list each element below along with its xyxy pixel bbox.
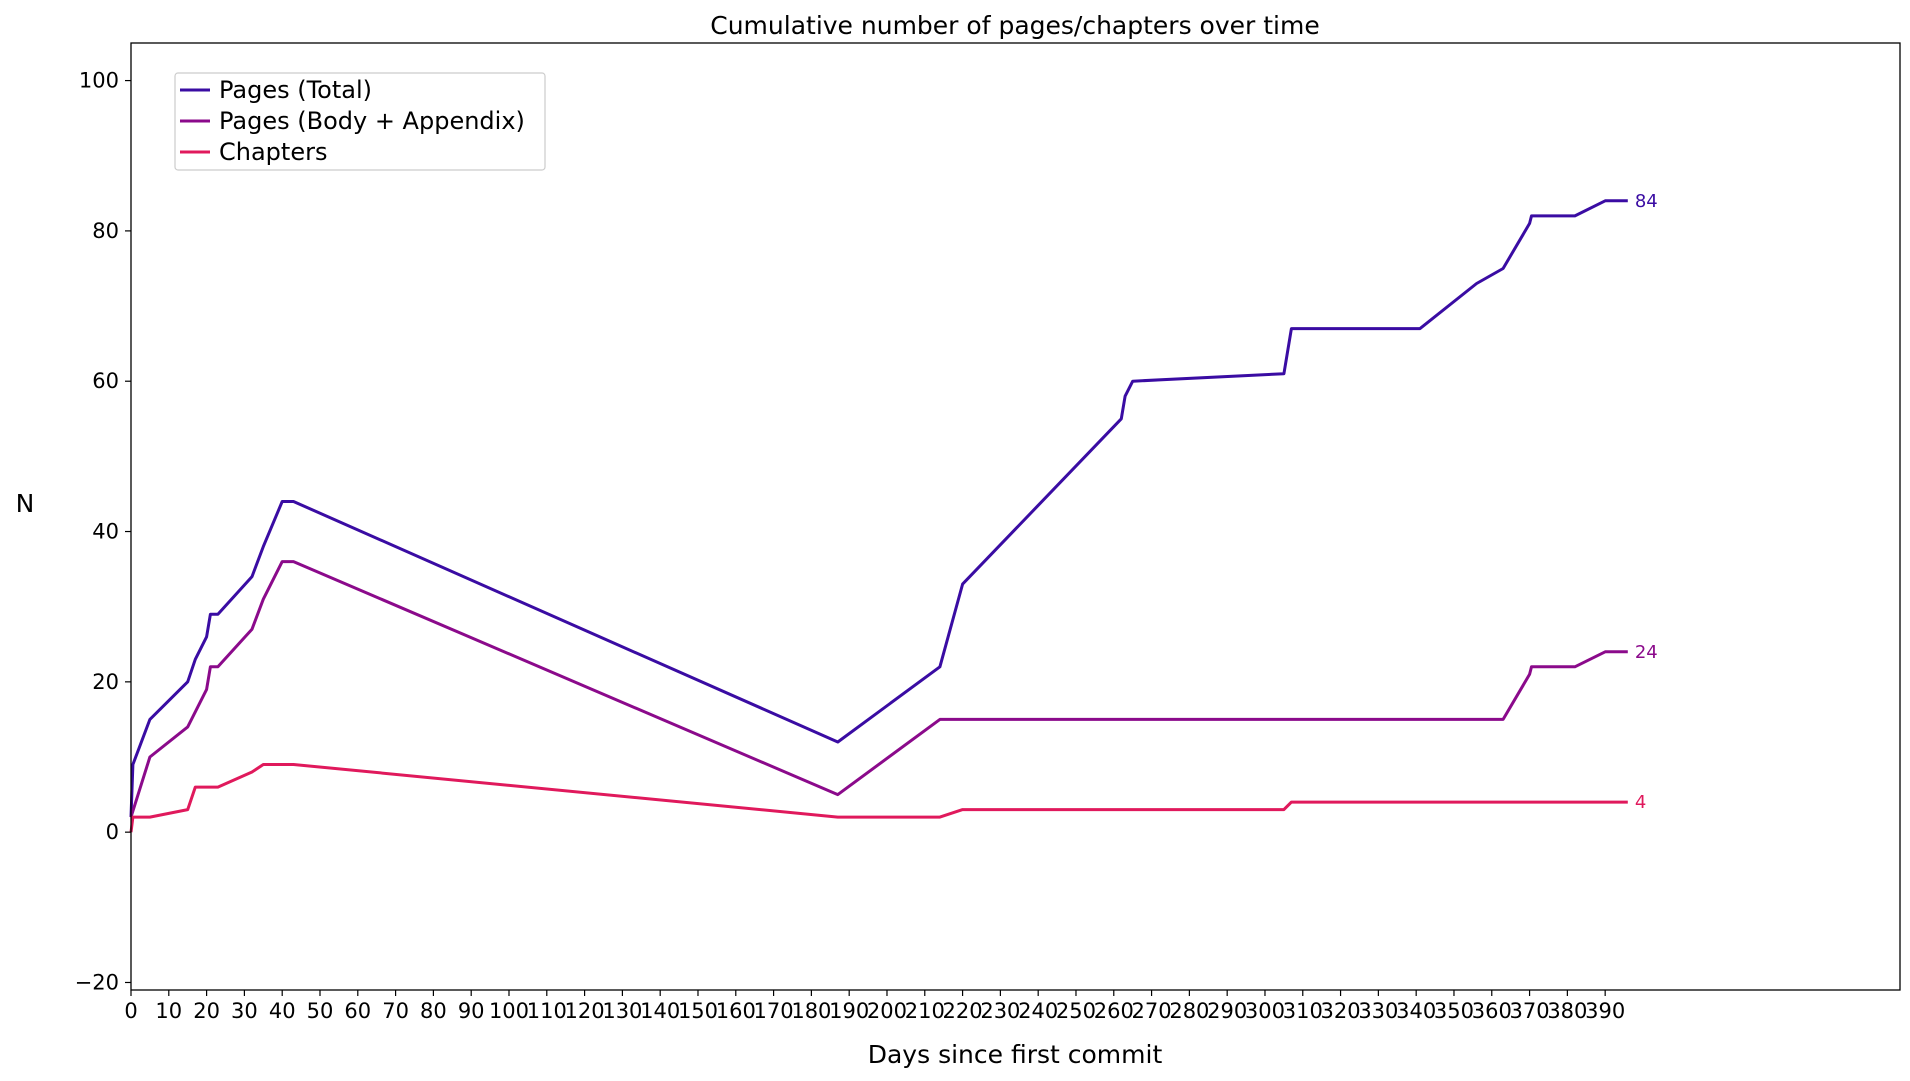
x-tick-label: 190 xyxy=(829,999,869,1023)
x-tick-label: 50 xyxy=(307,999,334,1023)
y-tick-label: 80 xyxy=(92,219,119,243)
x-tick-label: 100 xyxy=(489,999,529,1023)
x-tick-label: 390 xyxy=(1585,999,1625,1023)
series-lines xyxy=(129,199,1628,833)
y-axis-title: N xyxy=(16,489,35,518)
x-tick-label: 200 xyxy=(867,999,907,1023)
x-tick-label: 360 xyxy=(1472,999,1512,1023)
legend-items: Pages (Total) Pages (Body + Appendix) Chap… xyxy=(180,76,525,166)
x-tick-label: 230 xyxy=(980,999,1020,1023)
x-tick-label: 370 xyxy=(1510,999,1550,1023)
x-tick-label: 140 xyxy=(640,999,680,1023)
x-tick-label: 260 xyxy=(1094,999,1134,1023)
legend-label: Chapters xyxy=(219,138,327,166)
x-tick-label: 160 xyxy=(716,999,756,1023)
x-tick-label: 320 xyxy=(1321,999,1361,1023)
x-tick-label: 310 xyxy=(1283,999,1323,1023)
legend-label: Pages (Total) xyxy=(219,76,372,104)
x-tick-label: 340 xyxy=(1396,999,1436,1023)
x-tick-label: 250 xyxy=(1056,999,1096,1023)
y-tick-label: 60 xyxy=(92,369,119,393)
x-tick-label: 0 xyxy=(124,999,137,1023)
y-tick-label: 40 xyxy=(92,520,119,544)
x-tick-label: 90 xyxy=(458,999,485,1023)
y-tick-label: −20 xyxy=(75,970,119,994)
x-tick-label: 150 xyxy=(678,999,718,1023)
plot-frame xyxy=(130,42,1901,991)
x-tick-label: 10 xyxy=(155,999,182,1023)
y-tick-label: 0 xyxy=(106,820,119,844)
x-tick-label: 20 xyxy=(193,999,220,1023)
x-tick-label: 380 xyxy=(1547,999,1587,1023)
x-tick-label: 290 xyxy=(1207,999,1247,1023)
x-tick-label: 330 xyxy=(1358,999,1398,1023)
legend: Pages (Total) Pages (Body + Appendix) Chap… xyxy=(174,72,546,171)
x-tick-label: 350 xyxy=(1434,999,1474,1023)
x-tick-label: 220 xyxy=(943,999,983,1023)
legend-box xyxy=(174,72,546,171)
x-tick-label: 280 xyxy=(1169,999,1209,1023)
x-tick-label: 270 xyxy=(1132,999,1172,1023)
x-tick-label: 130 xyxy=(602,999,642,1023)
x-tick-label: 40 xyxy=(269,999,296,1023)
x-tick-label: 30 xyxy=(231,999,258,1023)
x-tick-label: 210 xyxy=(905,999,945,1023)
x-tick-label: 110 xyxy=(527,999,567,1023)
series-end-label: 84 xyxy=(1635,191,1658,212)
x-axis: 0 10 20 30 40 50 60 70 80 90 100110120130140150160… xyxy=(124,990,1625,1023)
series-line xyxy=(129,763,1628,833)
series-end-label: 4 xyxy=(1635,792,1646,813)
series-line xyxy=(129,199,1628,818)
series-line xyxy=(129,560,1628,818)
x-tick-label: 170 xyxy=(754,999,794,1023)
x-tick-label: 70 xyxy=(382,999,409,1023)
y-axis: −20 0 20 40 60 80 100 xyxy=(75,69,131,994)
x-tick-label: 120 xyxy=(565,999,605,1023)
series-end-label: 24 xyxy=(1635,642,1658,663)
x-axis-title: Days since first commit xyxy=(868,1040,1163,1069)
chart-title: Cumulative number of pages/chapters over… xyxy=(710,11,1319,40)
x-tick-label: 180 xyxy=(791,999,831,1023)
y-tick-label: 20 xyxy=(92,670,119,694)
x-tick-label: 240 xyxy=(1018,999,1058,1023)
y-tick-label: 100 xyxy=(79,69,119,93)
x-tick-label: 60 xyxy=(344,999,371,1023)
end-labels: 84 24 4 xyxy=(1635,191,1658,813)
legend-label: Pages (Body + Appendix) xyxy=(219,107,525,135)
x-tick-label: 300 xyxy=(1245,999,1285,1023)
plot-background xyxy=(131,43,1900,990)
x-tick-label: 80 xyxy=(420,999,447,1023)
